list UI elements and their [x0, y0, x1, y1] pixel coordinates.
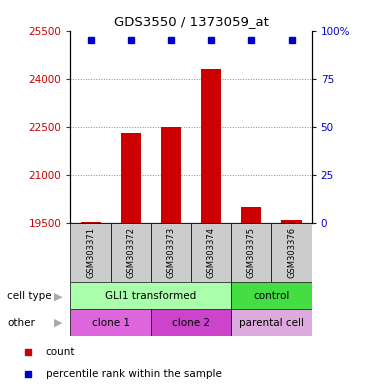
- Text: GLI1 transformed: GLI1 transformed: [105, 291, 197, 301]
- Text: ▶: ▶: [54, 291, 62, 301]
- Text: cell type: cell type: [7, 291, 52, 301]
- Bar: [161, 127, 181, 223]
- Text: GSM303374: GSM303374: [207, 227, 216, 278]
- FancyBboxPatch shape: [231, 309, 312, 336]
- Text: other: other: [7, 318, 35, 328]
- Bar: [282, 220, 302, 223]
- Text: control: control: [253, 291, 290, 301]
- FancyBboxPatch shape: [111, 223, 151, 282]
- Title: GDS3550 / 1373059_at: GDS3550 / 1373059_at: [114, 15, 269, 28]
- Bar: [201, 69, 221, 223]
- Text: ▶: ▶: [54, 318, 62, 328]
- FancyBboxPatch shape: [231, 282, 312, 309]
- Bar: [121, 133, 141, 223]
- Bar: [241, 207, 262, 223]
- FancyBboxPatch shape: [70, 223, 111, 282]
- Text: GSM303376: GSM303376: [287, 227, 296, 278]
- FancyBboxPatch shape: [70, 282, 231, 309]
- Text: percentile rank within the sample: percentile rank within the sample: [46, 369, 221, 379]
- Bar: [81, 222, 101, 223]
- FancyBboxPatch shape: [231, 223, 272, 282]
- FancyBboxPatch shape: [151, 309, 231, 336]
- FancyBboxPatch shape: [191, 223, 231, 282]
- Text: GSM303375: GSM303375: [247, 227, 256, 278]
- Text: GSM303371: GSM303371: [86, 227, 95, 278]
- Text: clone 2: clone 2: [172, 318, 210, 328]
- Text: clone 1: clone 1: [92, 318, 130, 328]
- Text: GSM303373: GSM303373: [167, 227, 175, 278]
- Text: parental cell: parental cell: [239, 318, 304, 328]
- Text: count: count: [46, 347, 75, 357]
- FancyBboxPatch shape: [151, 223, 191, 282]
- Text: GSM303372: GSM303372: [126, 227, 135, 278]
- FancyBboxPatch shape: [70, 309, 151, 336]
- FancyBboxPatch shape: [272, 223, 312, 282]
